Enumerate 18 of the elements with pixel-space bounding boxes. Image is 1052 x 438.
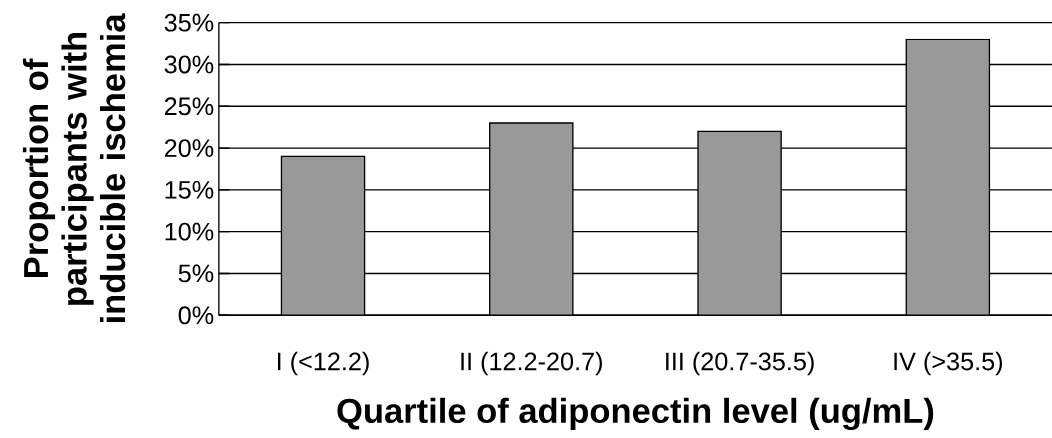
x-tick-label: IV (>35.5) <box>894 351 1003 376</box>
y-tick-label: 0% <box>178 306 214 325</box>
x-tick-label: I (<12.2) <box>277 351 369 376</box>
y-tick-label: 10% <box>165 222 214 241</box>
bar <box>905 38 991 316</box>
bar <box>280 155 366 316</box>
x-tick-label: III (20.7-35.5) <box>666 351 814 376</box>
y-tick-label: 15% <box>165 180 214 199</box>
y-tick-label: 5% <box>178 264 214 283</box>
y-tick-label: 25% <box>164 97 214 116</box>
y-tick-label: 35% <box>164 13 214 32</box>
bar <box>489 122 574 316</box>
x-axis-title: Quartile of adiponectin level (ug/mL) <box>337 397 934 431</box>
bar <box>697 130 782 316</box>
y-tick-label: 20% <box>164 139 214 157</box>
y-axis-title: Proportion of participants with inducible ischemia <box>22 13 126 322</box>
x-tick-label: II (12.2-20.7) <box>461 351 602 376</box>
y-tick-label: 30% <box>164 55 214 74</box>
